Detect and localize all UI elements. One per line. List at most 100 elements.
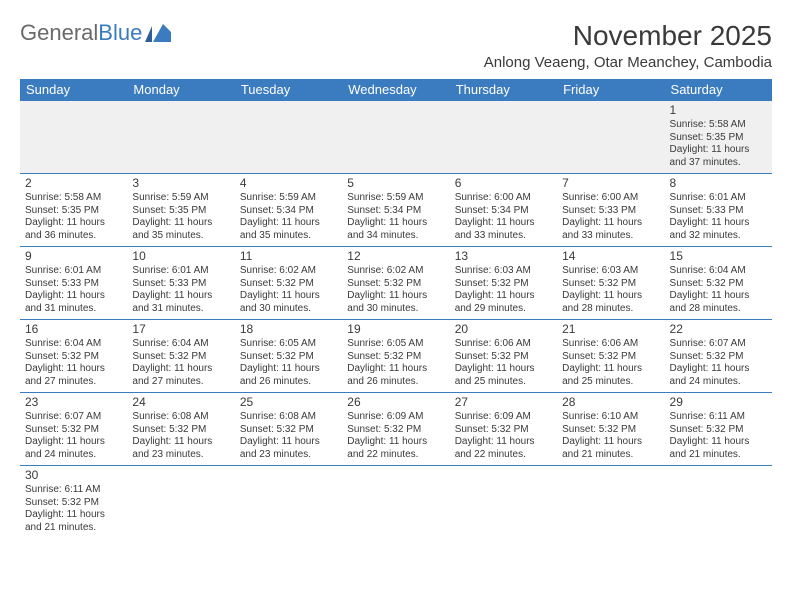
calendar-cell: 24Sunrise: 6:08 AMSunset: 5:32 PMDayligh… bbox=[127, 393, 234, 466]
day-info: Sunrise: 6:11 AMSunset: 5:32 PMDaylight:… bbox=[670, 411, 767, 461]
day-number: 29 bbox=[670, 395, 767, 410]
day-number: 21 bbox=[562, 322, 659, 337]
day-number: 9 bbox=[25, 249, 122, 264]
calendar-row: 30Sunrise: 6:11 AMSunset: 5:32 PMDayligh… bbox=[20, 466, 772, 539]
calendar-cell: 28Sunrise: 6:10 AMSunset: 5:32 PMDayligh… bbox=[557, 393, 664, 466]
day-info: Sunrise: 6:07 AMSunset: 5:32 PMDaylight:… bbox=[670, 338, 767, 388]
day-number: 24 bbox=[132, 395, 229, 410]
day-info: Sunrise: 6:01 AMSunset: 5:33 PMDaylight:… bbox=[670, 192, 767, 242]
calendar-cell: 22Sunrise: 6:07 AMSunset: 5:32 PMDayligh… bbox=[665, 320, 772, 393]
calendar-row: 23Sunrise: 6:07 AMSunset: 5:32 PMDayligh… bbox=[20, 393, 772, 466]
calendar-row: 2Sunrise: 5:58 AMSunset: 5:35 PMDaylight… bbox=[20, 174, 772, 247]
weekday-header-row: Sunday Monday Tuesday Wednesday Thursday… bbox=[20, 79, 772, 101]
logo-flag-icon bbox=[145, 24, 171, 42]
calendar-cell: 2Sunrise: 5:58 AMSunset: 5:35 PMDaylight… bbox=[20, 174, 127, 247]
calendar-cell bbox=[450, 466, 557, 539]
day-number: 3 bbox=[132, 176, 229, 191]
day-info: Sunrise: 6:00 AMSunset: 5:33 PMDaylight:… bbox=[562, 192, 659, 242]
logo: GeneralBlue bbox=[20, 20, 171, 46]
day-number: 25 bbox=[240, 395, 337, 410]
calendar-cell: 19Sunrise: 6:05 AMSunset: 5:32 PMDayligh… bbox=[342, 320, 449, 393]
day-info: Sunrise: 6:03 AMSunset: 5:32 PMDaylight:… bbox=[562, 265, 659, 315]
calendar-cell: 3Sunrise: 5:59 AMSunset: 5:35 PMDaylight… bbox=[127, 174, 234, 247]
calendar-cell: 26Sunrise: 6:09 AMSunset: 5:32 PMDayligh… bbox=[342, 393, 449, 466]
day-info: Sunrise: 6:01 AMSunset: 5:33 PMDaylight:… bbox=[25, 265, 122, 315]
weekday-header: Saturday bbox=[665, 79, 772, 101]
day-info: Sunrise: 5:59 AMSunset: 5:34 PMDaylight:… bbox=[240, 192, 337, 242]
day-info: Sunrise: 6:05 AMSunset: 5:32 PMDaylight:… bbox=[347, 338, 444, 388]
calendar-cell: 7Sunrise: 6:00 AMSunset: 5:33 PMDaylight… bbox=[557, 174, 664, 247]
day-number: 27 bbox=[455, 395, 552, 410]
weekday-header: Sunday bbox=[20, 79, 127, 101]
day-info: Sunrise: 6:06 AMSunset: 5:32 PMDaylight:… bbox=[455, 338, 552, 388]
day-number: 8 bbox=[670, 176, 767, 191]
day-number: 6 bbox=[455, 176, 552, 191]
day-info: Sunrise: 6:06 AMSunset: 5:32 PMDaylight:… bbox=[562, 338, 659, 388]
weekday-header: Thursday bbox=[450, 79, 557, 101]
day-number: 17 bbox=[132, 322, 229, 337]
day-info: Sunrise: 5:58 AMSunset: 5:35 PMDaylight:… bbox=[25, 192, 122, 242]
day-number: 1 bbox=[670, 103, 767, 118]
day-info: Sunrise: 6:05 AMSunset: 5:32 PMDaylight:… bbox=[240, 338, 337, 388]
day-number: 5 bbox=[347, 176, 444, 191]
day-number: 23 bbox=[25, 395, 122, 410]
calendar-cell: 30Sunrise: 6:11 AMSunset: 5:32 PMDayligh… bbox=[20, 466, 127, 539]
day-info: Sunrise: 5:58 AMSunset: 5:35 PMDaylight:… bbox=[670, 119, 767, 169]
day-info: Sunrise: 6:09 AMSunset: 5:32 PMDaylight:… bbox=[347, 411, 444, 461]
day-number: 14 bbox=[562, 249, 659, 264]
calendar-cell: 4Sunrise: 5:59 AMSunset: 5:34 PMDaylight… bbox=[235, 174, 342, 247]
calendar-cell bbox=[127, 466, 234, 539]
calendar-cell: 16Sunrise: 6:04 AMSunset: 5:32 PMDayligh… bbox=[20, 320, 127, 393]
calendar-cell: 6Sunrise: 6:00 AMSunset: 5:34 PMDaylight… bbox=[450, 174, 557, 247]
calendar-body: 1Sunrise: 5:58 AMSunset: 5:35 PMDaylight… bbox=[20, 101, 772, 539]
calendar-cell bbox=[20, 101, 127, 174]
month-title: November 2025 bbox=[484, 20, 772, 52]
calendar-cell bbox=[235, 101, 342, 174]
calendar-cell bbox=[557, 466, 664, 539]
calendar-cell bbox=[450, 101, 557, 174]
day-number: 22 bbox=[670, 322, 767, 337]
calendar-cell: 8Sunrise: 6:01 AMSunset: 5:33 PMDaylight… bbox=[665, 174, 772, 247]
day-info: Sunrise: 5:59 AMSunset: 5:35 PMDaylight:… bbox=[132, 192, 229, 242]
calendar-cell: 5Sunrise: 5:59 AMSunset: 5:34 PMDaylight… bbox=[342, 174, 449, 247]
location: Anlong Veaeng, Otar Meanchey, Cambodia bbox=[484, 54, 772, 71]
day-number: 11 bbox=[240, 249, 337, 264]
day-number: 2 bbox=[25, 176, 122, 191]
day-number: 13 bbox=[455, 249, 552, 264]
calendar-cell bbox=[665, 466, 772, 539]
calendar-cell: 12Sunrise: 6:02 AMSunset: 5:32 PMDayligh… bbox=[342, 247, 449, 320]
calendar-cell: 10Sunrise: 6:01 AMSunset: 5:33 PMDayligh… bbox=[127, 247, 234, 320]
calendar-cell: 20Sunrise: 6:06 AMSunset: 5:32 PMDayligh… bbox=[450, 320, 557, 393]
calendar-cell: 11Sunrise: 6:02 AMSunset: 5:32 PMDayligh… bbox=[235, 247, 342, 320]
calendar-cell bbox=[127, 101, 234, 174]
day-number: 7 bbox=[562, 176, 659, 191]
day-info: Sunrise: 6:02 AMSunset: 5:32 PMDaylight:… bbox=[347, 265, 444, 315]
header: GeneralBlue November 2025 Anlong Veaeng,… bbox=[20, 20, 772, 71]
weekday-header: Friday bbox=[557, 79, 664, 101]
day-info: Sunrise: 6:04 AMSunset: 5:32 PMDaylight:… bbox=[670, 265, 767, 315]
calendar-cell: 1Sunrise: 5:58 AMSunset: 5:35 PMDaylight… bbox=[665, 101, 772, 174]
day-number: 26 bbox=[347, 395, 444, 410]
day-number: 20 bbox=[455, 322, 552, 337]
calendar-cell bbox=[342, 101, 449, 174]
day-number: 10 bbox=[132, 249, 229, 264]
day-info: Sunrise: 5:59 AMSunset: 5:34 PMDaylight:… bbox=[347, 192, 444, 242]
day-number: 12 bbox=[347, 249, 444, 264]
day-info: Sunrise: 6:10 AMSunset: 5:32 PMDaylight:… bbox=[562, 411, 659, 461]
title-area: November 2025 Anlong Veaeng, Otar Meanch… bbox=[484, 20, 772, 71]
calendar-cell: 25Sunrise: 6:08 AMSunset: 5:32 PMDayligh… bbox=[235, 393, 342, 466]
day-number: 28 bbox=[562, 395, 659, 410]
calendar-cell: 14Sunrise: 6:03 AMSunset: 5:32 PMDayligh… bbox=[557, 247, 664, 320]
day-number: 4 bbox=[240, 176, 337, 191]
calendar-cell bbox=[557, 101, 664, 174]
weekday-header: Monday bbox=[127, 79, 234, 101]
calendar-cell: 9Sunrise: 6:01 AMSunset: 5:33 PMDaylight… bbox=[20, 247, 127, 320]
day-info: Sunrise: 6:07 AMSunset: 5:32 PMDaylight:… bbox=[25, 411, 122, 461]
calendar-cell: 29Sunrise: 6:11 AMSunset: 5:32 PMDayligh… bbox=[665, 393, 772, 466]
calendar-row: 9Sunrise: 6:01 AMSunset: 5:33 PMDaylight… bbox=[20, 247, 772, 320]
day-info: Sunrise: 6:02 AMSunset: 5:32 PMDaylight:… bbox=[240, 265, 337, 315]
day-info: Sunrise: 6:08 AMSunset: 5:32 PMDaylight:… bbox=[240, 411, 337, 461]
day-number: 16 bbox=[25, 322, 122, 337]
day-number: 15 bbox=[670, 249, 767, 264]
calendar-cell: 23Sunrise: 6:07 AMSunset: 5:32 PMDayligh… bbox=[20, 393, 127, 466]
